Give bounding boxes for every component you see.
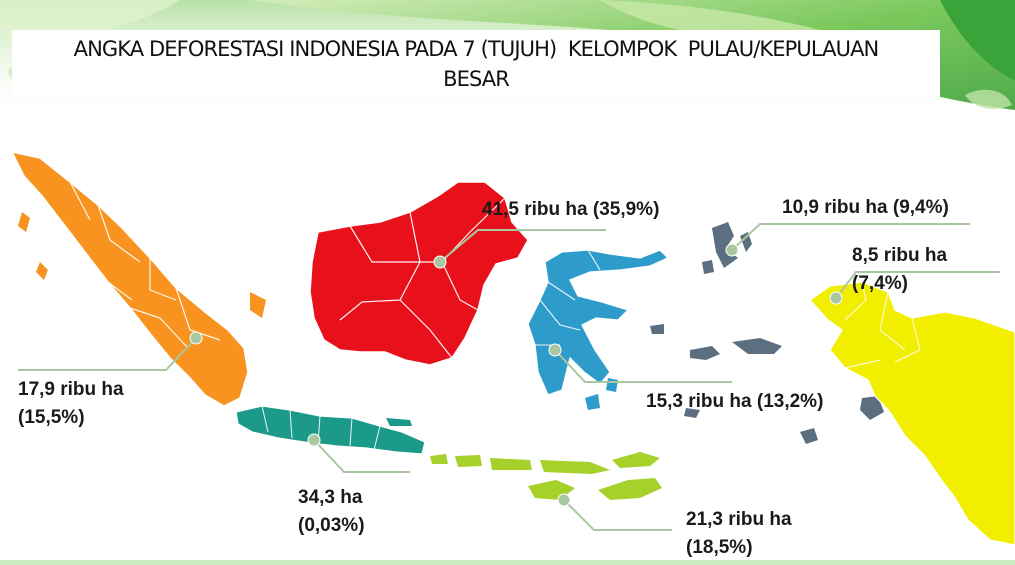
title-box: ANGKA DEFORESTASI INDONESIA PADA 7 (TUJU… — [12, 30, 940, 98]
kalimantan-marker — [433, 255, 447, 269]
nusa-tenggara-marker — [557, 493, 571, 507]
papua-marker — [829, 291, 843, 305]
label-sumatera-value: 17,9 ribu ha — [18, 379, 124, 400]
label-sumatera: 17,9 ribu ha (15,5%) — [18, 376, 124, 432]
maluku-islands — [650, 222, 884, 444]
label-sumatera-percent: (15,5%) — [18, 407, 85, 428]
label-kalimantan: 41,5 ribu ha (35,9%) — [482, 196, 659, 224]
label-jawa: 34,3 ha (0,03%) — [298, 484, 365, 540]
page-title-line-1: ANGKA DEFORESTASI INDONESIA PADA 7 (TUJU… — [73, 37, 880, 61]
label-nusa-tenggara: 21,3 ribu ha (18,5%) — [686, 506, 792, 562]
region-markers — [189, 243, 843, 507]
papua-island — [809, 281, 1015, 546]
label-maluku: 10,9 ribu ha (9,4%) — [782, 194, 949, 222]
sulawesi-island — [527, 249, 670, 410]
label-sulawesi-value: 15,3 ribu ha (13,2%) — [646, 391, 824, 412]
label-nusa-tenggara-value: 21,3 ribu ha — [686, 509, 792, 530]
jawa-marker — [307, 433, 321, 447]
label-jawa-value: 34,3 ha — [298, 487, 363, 508]
label-jawa-percent: (0,03%) — [298, 515, 365, 536]
page-title-line-2: BESAR — [443, 67, 510, 91]
bottom-accent — [0, 560, 1015, 565]
jawa-island — [235, 405, 426, 455]
sumatera-island — [10, 150, 266, 407]
label-kalimantan-value: 41,5 ribu ha (35,9%) — [482, 199, 660, 220]
nusa-tenggara-islands — [430, 452, 662, 500]
label-sulawesi: 15,3 ribu ha (13,2%) — [646, 388, 823, 416]
sulawesi-marker — [548, 343, 562, 357]
label-papua: 8,5 ribu ha (7,4%) — [852, 242, 947, 298]
label-nusa-tenggara-percent: (18,5%) — [686, 537, 753, 558]
sumatera-marker — [189, 331, 203, 345]
maluku-marker — [725, 243, 739, 257]
label-papua-percent: (7,4%) — [852, 273, 908, 294]
leader-lines — [18, 223, 1000, 531]
label-papua-value: 8,5 ribu ha — [852, 245, 948, 266]
label-maluku-value: 10,9 ribu ha (9,4%) — [782, 197, 949, 218]
